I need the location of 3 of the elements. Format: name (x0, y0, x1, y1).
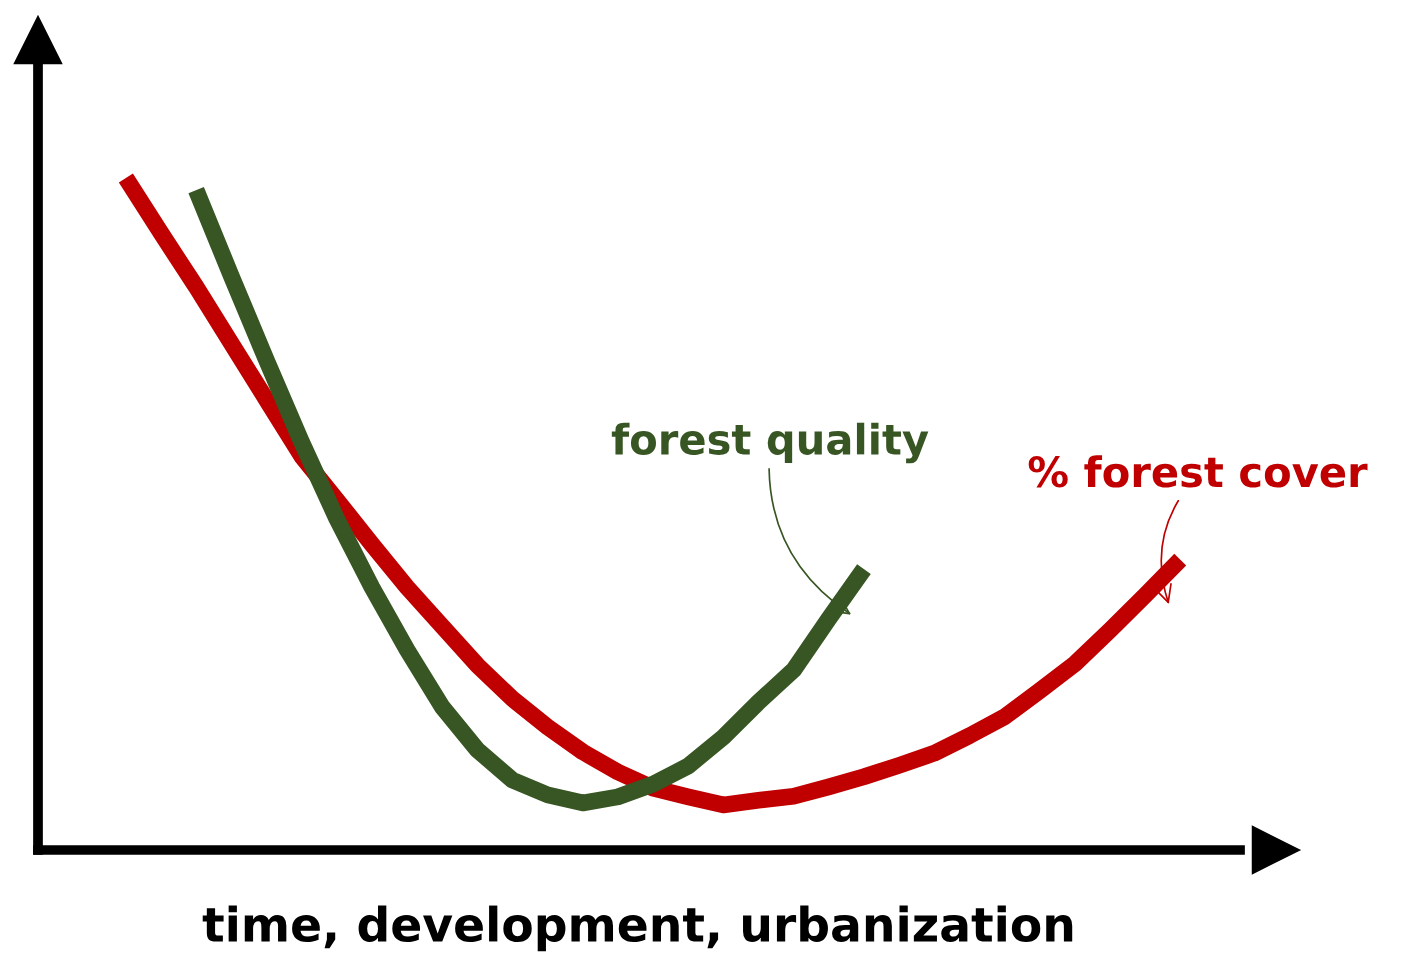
x-axis-title: time, development, urbanization (202, 905, 1073, 952)
text: % forest cover (1028, 455, 1368, 488)
text: forest quality (611, 422, 929, 464)
